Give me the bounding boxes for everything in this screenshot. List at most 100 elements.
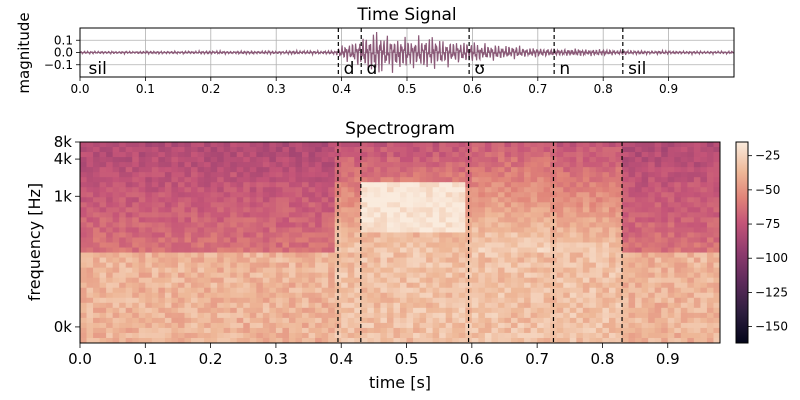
spectrogram-cell bbox=[262, 327, 270, 334]
spectrogram-cell bbox=[458, 247, 466, 253]
spectrogram-cell bbox=[86, 237, 94, 243]
spectrogram-cell bbox=[132, 147, 140, 153]
spectrogram-cell bbox=[80, 237, 87, 243]
spectrogram-cell bbox=[308, 292, 316, 299]
spectrogram-cell bbox=[315, 167, 323, 173]
spectrogram-cell bbox=[243, 322, 251, 329]
spectrogram-cell bbox=[249, 147, 257, 153]
time-signal-boundaries bbox=[337, 28, 624, 77]
spectrogram-cell bbox=[151, 192, 159, 198]
spectrogram-cell bbox=[680, 192, 688, 198]
spectrogram-cell bbox=[354, 187, 362, 193]
spectrogram-cell bbox=[328, 142, 336, 148]
spectrogram-cell bbox=[217, 322, 225, 329]
spectrogram-cell bbox=[367, 187, 375, 193]
spectrogram-cell bbox=[524, 167, 532, 173]
spectrogram-cell bbox=[275, 182, 283, 188]
spectrogram-cell bbox=[661, 207, 669, 213]
spectrogram-cell bbox=[524, 247, 532, 253]
spectrogram-cell bbox=[125, 282, 133, 289]
spectrogram-cell bbox=[334, 227, 342, 233]
spectrogram-cell bbox=[556, 177, 564, 183]
spectrogram-cell bbox=[295, 317, 303, 324]
spectrogram-cell bbox=[328, 252, 336, 258]
spectrogram-cell bbox=[373, 247, 381, 253]
spectrogram-cell bbox=[380, 172, 388, 178]
spectrogram-cell bbox=[543, 327, 551, 334]
spectrogram-cell bbox=[295, 312, 303, 319]
spectrogram-cell bbox=[569, 297, 577, 304]
spectrogram-cell bbox=[693, 212, 701, 218]
spectrogram-cell bbox=[347, 197, 355, 203]
spectrogram-cell bbox=[602, 297, 610, 304]
spectrogram-cell bbox=[217, 272, 225, 279]
spectrogram-cell bbox=[217, 262, 225, 269]
spectrogram-cell bbox=[112, 252, 120, 258]
spectrogram-cell bbox=[295, 332, 303, 339]
spectrogram-cell bbox=[419, 237, 427, 243]
spectrogram-cell bbox=[661, 142, 669, 148]
spectrogram-cell bbox=[269, 142, 277, 148]
spectrogram-cell bbox=[622, 182, 629, 188]
spectrogram-cell bbox=[439, 202, 447, 208]
spectrogram-cell bbox=[445, 192, 453, 198]
spectrogram-cell bbox=[602, 337, 610, 344]
spectrogram-cell bbox=[223, 337, 231, 344]
spectrogram-cell bbox=[262, 262, 270, 269]
spectrogram-cell bbox=[582, 202, 590, 208]
spectrogram-cell bbox=[595, 177, 603, 183]
spectrogram-cell bbox=[484, 167, 492, 173]
spectrogram-cell bbox=[151, 252, 159, 258]
spectrogram-cell bbox=[288, 267, 296, 274]
spectrogram-cell bbox=[654, 282, 662, 289]
spectrogram-cell bbox=[537, 302, 545, 309]
spectrogram-cell bbox=[393, 197, 401, 203]
spectrogram-cell bbox=[112, 292, 120, 299]
spectrogram-cell bbox=[615, 217, 623, 223]
spectrogram-cell bbox=[275, 272, 283, 279]
spectrogram-cell bbox=[400, 267, 407, 274]
spectrogram-cell bbox=[145, 307, 153, 314]
spectrogram-cell bbox=[360, 237, 368, 243]
spectrogram-cell bbox=[360, 177, 368, 183]
spectrogram-cell bbox=[556, 307, 564, 314]
spectrogram-cell bbox=[439, 282, 447, 289]
spectrogram-cell bbox=[419, 277, 427, 284]
spectrogram-cell bbox=[236, 252, 244, 258]
spectrogram-cell bbox=[256, 167, 264, 173]
spectrogram-cell bbox=[674, 327, 682, 334]
spectrogram-cell bbox=[654, 182, 662, 188]
spectrogram-cell bbox=[693, 147, 701, 153]
spectrogram-cell bbox=[93, 222, 100, 228]
spectrogram-cell bbox=[171, 177, 179, 183]
spectrogram-cell bbox=[484, 232, 492, 238]
spectrogram-cell bbox=[602, 232, 610, 238]
spectrogram-cell bbox=[112, 302, 120, 309]
spectrogram-cell bbox=[223, 312, 231, 319]
spectrogram-cell bbox=[282, 242, 290, 248]
spectrogram-cell bbox=[504, 267, 512, 274]
spectrogram-cell bbox=[700, 202, 708, 208]
spectrogram-cell bbox=[452, 287, 460, 294]
spectrogram-cell bbox=[80, 202, 87, 208]
spectrogram-cell bbox=[635, 262, 643, 269]
spectrogram-cell bbox=[217, 242, 225, 248]
spectrogram-cell bbox=[556, 182, 564, 188]
spectrogram-cell bbox=[674, 312, 682, 319]
spectrogram-cell bbox=[308, 157, 316, 163]
spectrogram-cell bbox=[386, 317, 394, 324]
spectrogram-cell bbox=[380, 162, 388, 168]
spectrogram-cell bbox=[171, 327, 179, 334]
spectrogram-cell bbox=[471, 187, 479, 193]
spectrogram-cell bbox=[328, 257, 336, 263]
spectrogram-cell bbox=[530, 302, 538, 309]
spectrogram-cell bbox=[667, 242, 675, 248]
spectrogram-cell bbox=[706, 277, 714, 284]
spectrogram-cell bbox=[608, 202, 616, 208]
spectrogram-cell bbox=[99, 317, 107, 324]
spectrogram-cell bbox=[713, 172, 721, 178]
spectrogram-cell bbox=[471, 177, 479, 183]
spectrogram-cell bbox=[341, 302, 349, 309]
spectrogram-cell bbox=[484, 277, 492, 284]
spectrogram-cell bbox=[517, 147, 525, 153]
